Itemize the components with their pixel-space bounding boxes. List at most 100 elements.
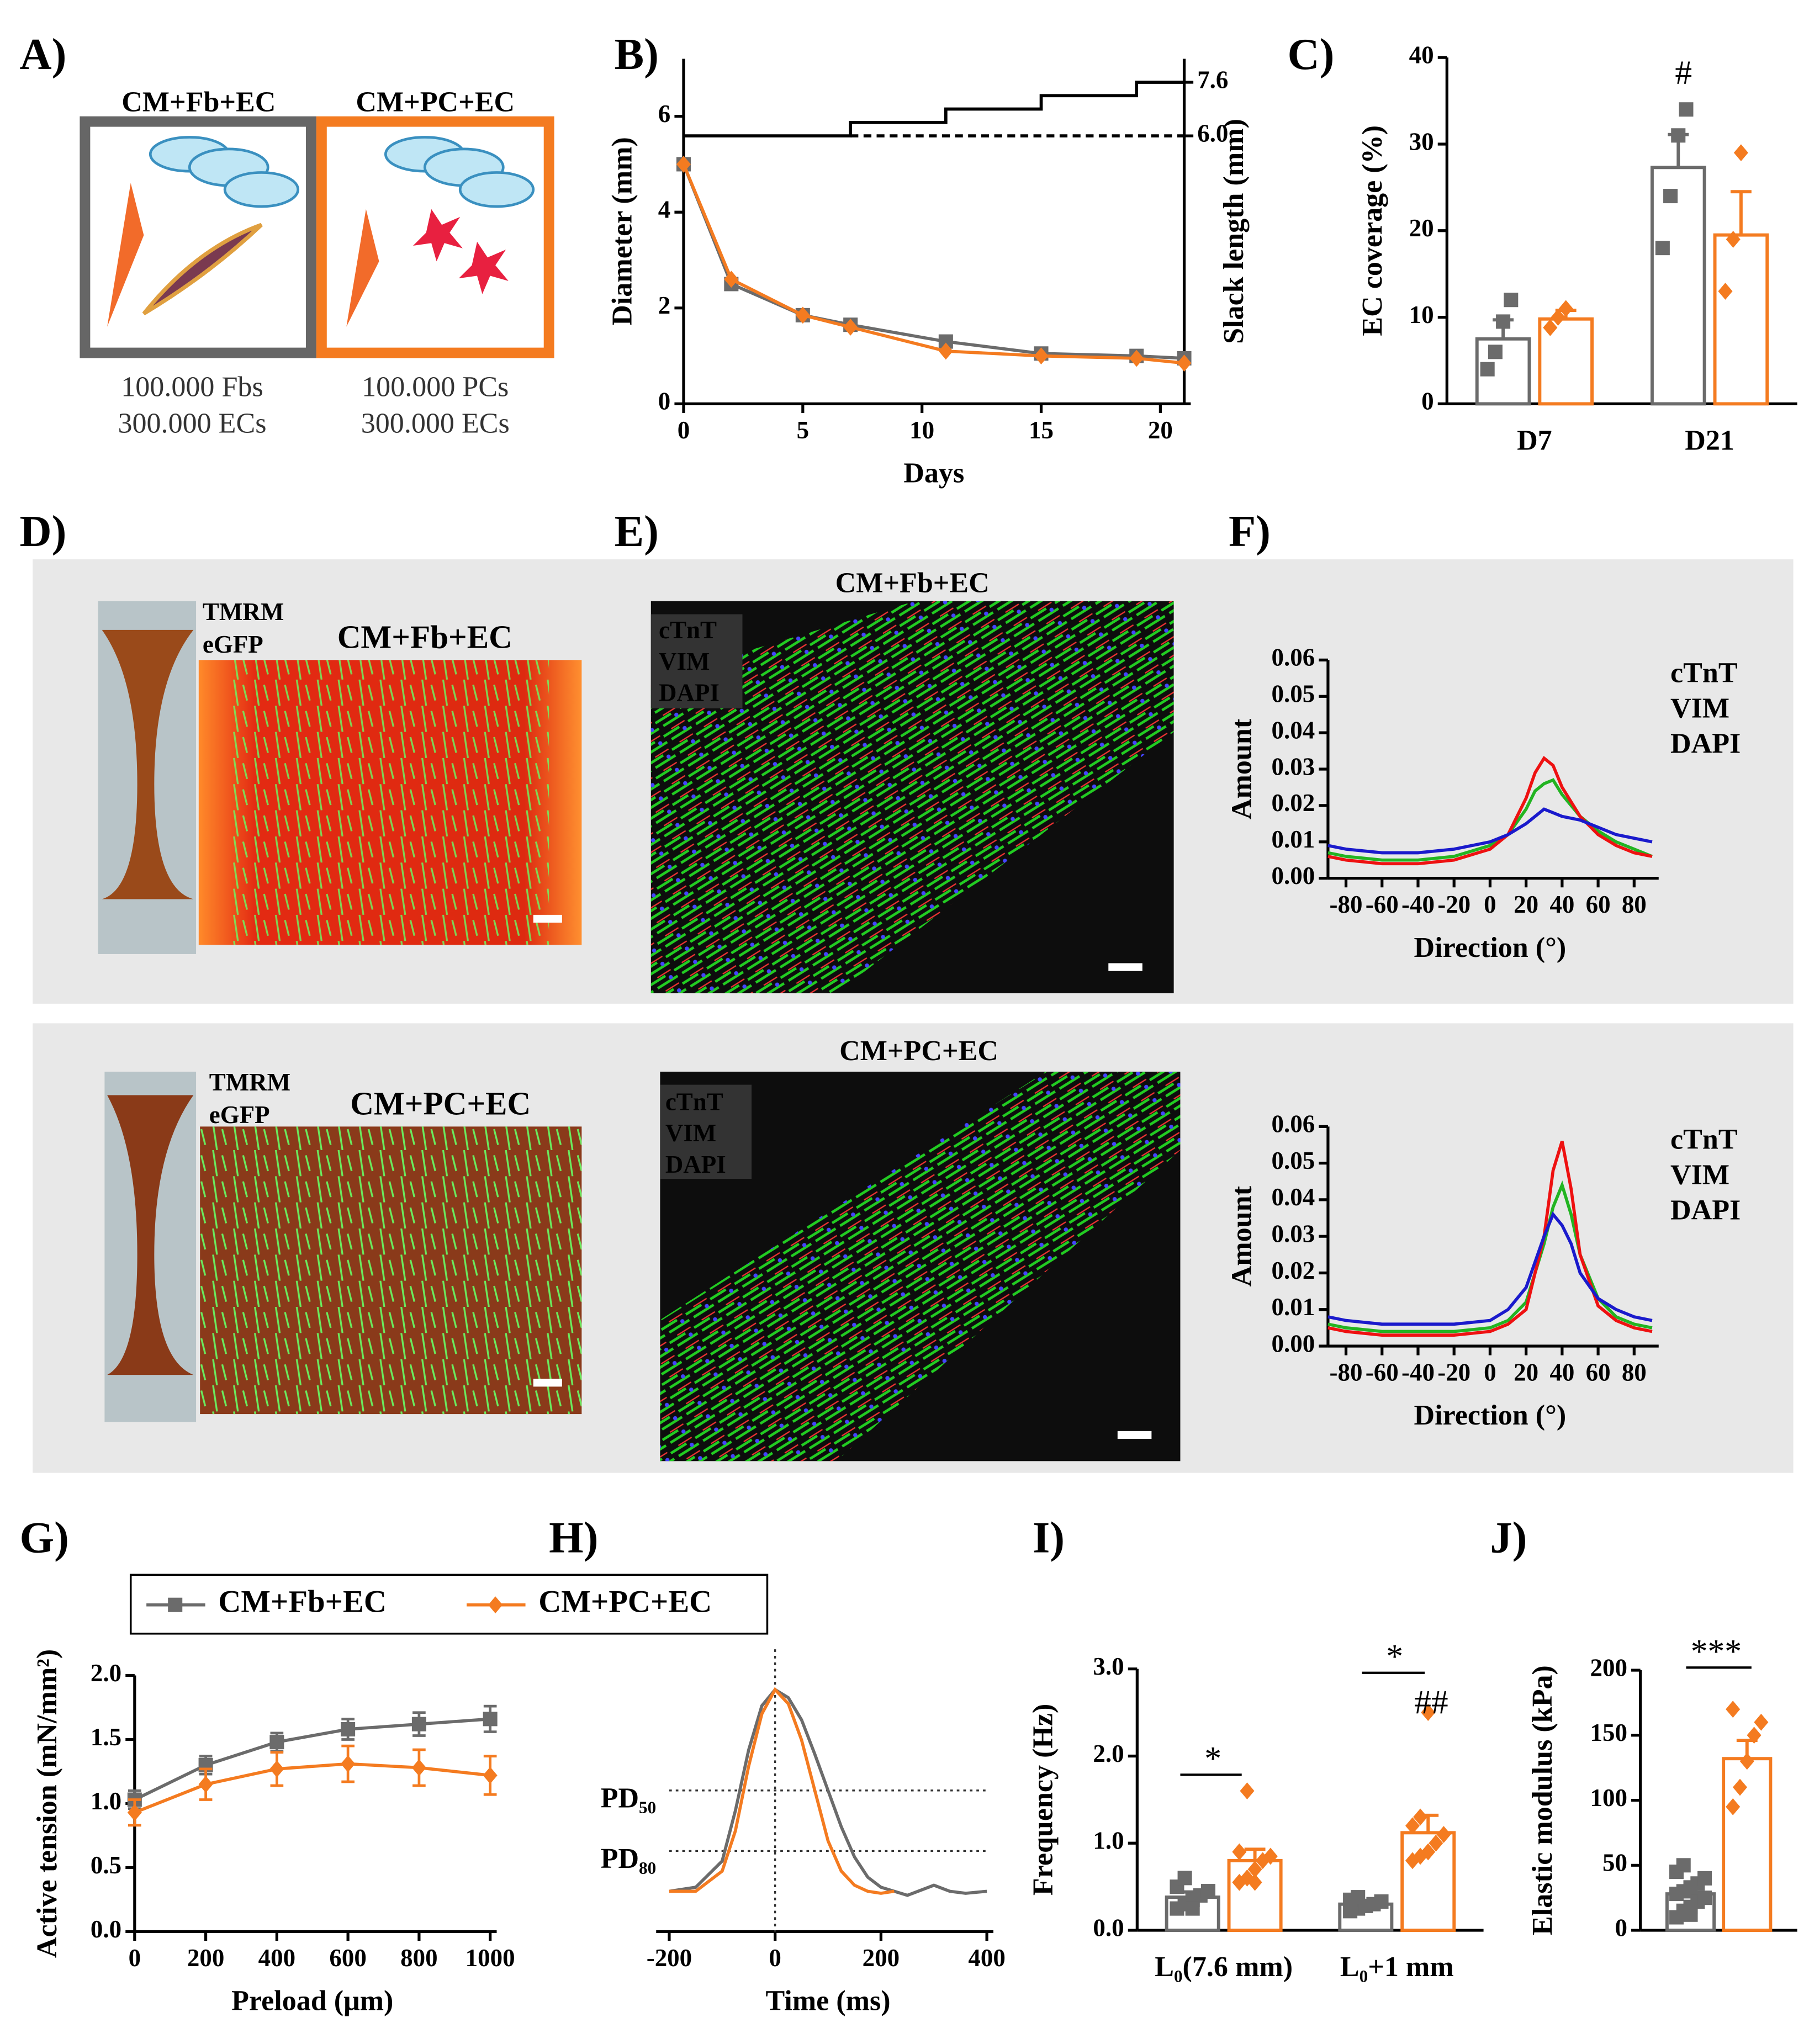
- pc-cells: [413, 209, 509, 294]
- x-tick-label: 1000: [466, 1944, 515, 1972]
- legend-entry: DAPI: [1670, 1195, 1741, 1226]
- y-tick-label: 50: [1602, 1849, 1627, 1877]
- x-tick-label: 400: [258, 1944, 295, 1972]
- scale-bar: [533, 1379, 562, 1387]
- data-point: [1732, 1778, 1748, 1796]
- x-axis-label: Direction (°): [1414, 1400, 1567, 1431]
- x-tick-label: 40: [1549, 1358, 1574, 1386]
- legend-entry: cTnT: [1670, 658, 1738, 689]
- y-tick-label: 0.03: [1272, 1220, 1315, 1248]
- data-point: [1739, 1752, 1754, 1770]
- scale-bar: [1108, 963, 1142, 971]
- legend-entry: DAPI: [1670, 728, 1741, 760]
- y-tick-label: 2: [658, 292, 670, 319]
- y-tick-label: 2.0: [1093, 1740, 1124, 1767]
- y-tick-label: 0.01: [1272, 825, 1315, 853]
- y-tick-label: 4: [658, 196, 670, 224]
- y-tick-label: 0.04: [1272, 1183, 1315, 1211]
- series-line: [683, 81, 1184, 137]
- y-tick-label: 0.05: [1272, 680, 1315, 708]
- data-point: [1421, 1704, 1436, 1721]
- y-tick-label: 0.04: [1272, 716, 1315, 744]
- data-point: [1177, 354, 1192, 372]
- x-tick-label: 80: [1622, 1358, 1647, 1386]
- y-tick-label: 0: [658, 388, 670, 415]
- image-title: CM+Fb+EC: [337, 618, 512, 655]
- x-tick-label: 0: [1484, 1358, 1496, 1386]
- y-axis-label: EC coverage (%): [1357, 125, 1388, 336]
- annotation: *: [1386, 1638, 1403, 1675]
- x-tick-label: 20: [1514, 1358, 1538, 1386]
- fluorescence-overlay: [229, 660, 549, 945]
- series-line: [1327, 1211, 1653, 1326]
- y-tick-label: 0.03: [1272, 753, 1315, 780]
- data-point: [1655, 241, 1670, 256]
- x-axis-label: Days: [903, 458, 964, 489]
- x-tick-label: 40: [1549, 891, 1574, 918]
- x-tick-label: 800: [400, 1944, 437, 1972]
- cm-cell: [346, 209, 379, 327]
- legend-entry: CM+PC+EC: [538, 1585, 712, 1619]
- data-point: [1671, 128, 1686, 143]
- data-point: [1240, 1782, 1255, 1799]
- data-point: [1351, 1890, 1366, 1905]
- series-line: [134, 1762, 490, 1814]
- x-tick-label: -200: [647, 1944, 692, 1972]
- x-tick-label: L₀+1 mm: [1340, 1951, 1454, 1983]
- y-tick-label: 40: [1409, 41, 1434, 68]
- panel-letter: F): [1229, 507, 1271, 556]
- y-tick-label: 0.0: [1093, 1914, 1124, 1941]
- data-point: [1558, 300, 1573, 317]
- x-tick-label: -20: [1437, 891, 1471, 918]
- data-point: [1679, 102, 1694, 117]
- panel-letter: E): [615, 507, 659, 556]
- y-tick-label: 30: [1409, 128, 1434, 155]
- x-tick-label: -20: [1437, 1358, 1471, 1386]
- y-tick-label: 3.0: [1093, 1653, 1124, 1680]
- data-point: [1480, 362, 1495, 377]
- y-tick-label: 150: [1590, 1719, 1627, 1746]
- image-label: eGFP: [209, 1101, 270, 1129]
- data-point: [483, 1767, 498, 1784]
- y-tick-label: 1.0: [1093, 1827, 1124, 1855]
- bar: [1650, 166, 1706, 406]
- data-point: [1177, 1871, 1192, 1886]
- legend-entry: CM+Fb+EC: [218, 1585, 387, 1619]
- scale-bar: [1117, 1431, 1152, 1439]
- x-tick-label: D7: [1517, 425, 1552, 456]
- data-point: [1747, 1727, 1762, 1744]
- y-axis-label: Diameter (mm): [606, 137, 638, 326]
- bar: [1722, 1757, 1773, 1932]
- x-tick-label: 0: [1484, 891, 1496, 918]
- x-tick-label: 20: [1148, 416, 1173, 444]
- x-tick-label: 0: [769, 1944, 781, 1972]
- x-tick-label: 5: [797, 416, 809, 444]
- annotation: #: [1675, 54, 1692, 91]
- y-tick-label: 0.00: [1272, 1330, 1315, 1357]
- legend-entry: cTnT: [1670, 1124, 1738, 1156]
- legend-box: [129, 1574, 769, 1635]
- data-point: [938, 342, 953, 360]
- panel-letter: I): [1033, 1513, 1065, 1563]
- x-tick-label: 200: [187, 1944, 224, 1972]
- data-point: [1405, 1817, 1420, 1835]
- x-axis-label: Preload (μm): [231, 1985, 393, 2017]
- image-label: TMRM: [209, 1068, 290, 1096]
- data-point: [1185, 1901, 1200, 1916]
- stain-legend-bg: [650, 614, 743, 708]
- panel-letter: C): [1288, 30, 1335, 79]
- y-axis-label: Amount: [1226, 718, 1257, 819]
- data-point: [1436, 1826, 1451, 1843]
- data-point: [676, 156, 691, 173]
- panel-letter: J): [1490, 1513, 1527, 1563]
- y-tick-label: 0.06: [1272, 644, 1315, 671]
- schematic-line: 100.000 Fbs: [121, 371, 263, 403]
- x-tick-label: 0: [678, 416, 690, 444]
- x-tick-label: 10: [909, 416, 934, 444]
- x-tick-label: 200: [863, 1944, 900, 1972]
- error-bar: [1730, 190, 1752, 235]
- cm-cell: [107, 183, 144, 327]
- y-tick-label: 2.0: [91, 1659, 121, 1687]
- y-tick-label: 10: [1409, 301, 1434, 329]
